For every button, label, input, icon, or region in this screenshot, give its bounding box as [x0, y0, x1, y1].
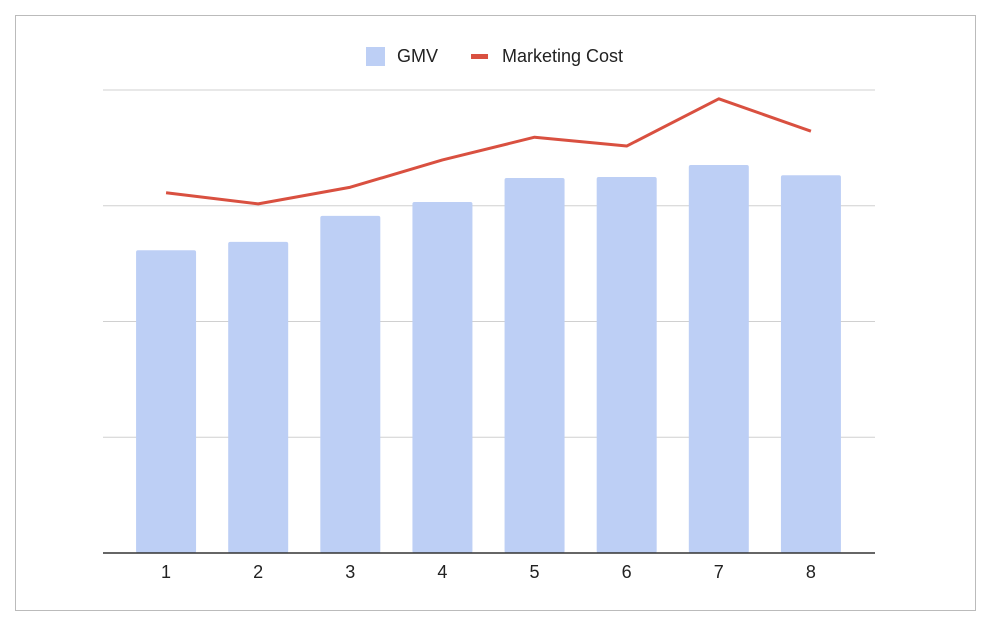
x-tick-label: 2 — [253, 562, 263, 582]
bar — [688, 165, 749, 554]
bar — [136, 250, 197, 553]
x-tick-label: 5 — [530, 562, 540, 582]
bar — [504, 177, 565, 553]
legend-label: GMV — [397, 46, 438, 66]
bar — [320, 215, 381, 553]
x-tick-label: 8 — [806, 562, 816, 582]
x-tick-label: 6 — [622, 562, 632, 582]
legend-swatch — [471, 54, 489, 59]
bar — [780, 175, 841, 553]
legend-label: Marketing Cost — [502, 46, 623, 66]
x-tick-label: 4 — [437, 562, 447, 582]
x-tick-label: 3 — [345, 562, 355, 582]
bar — [228, 241, 289, 553]
x-tick-label: 1 — [161, 562, 171, 582]
legend-swatch — [366, 47, 385, 66]
bar — [412, 202, 473, 553]
bar — [596, 177, 657, 553]
line — [165, 97, 812, 206]
x-tick-label: 7 — [714, 562, 724, 582]
